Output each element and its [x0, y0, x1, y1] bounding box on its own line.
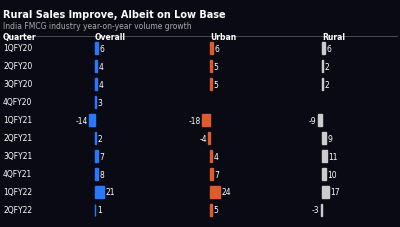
Text: Urban: Urban	[210, 33, 236, 42]
Bar	[95, 79, 97, 90]
Bar	[95, 43, 98, 54]
Text: 3QFY20: 3QFY20	[3, 80, 32, 89]
Bar	[95, 133, 96, 144]
Text: 10: 10	[328, 170, 337, 179]
Text: 3QFY21: 3QFY21	[3, 152, 32, 161]
Text: 3: 3	[98, 98, 103, 107]
Bar	[322, 151, 327, 162]
Text: 4QFY20: 4QFY20	[3, 98, 32, 107]
Text: Quarter: Quarter	[3, 33, 37, 42]
Bar	[210, 79, 212, 90]
Text: -9: -9	[309, 116, 317, 125]
Text: Rural: Rural	[322, 33, 345, 42]
Text: 1QFY21: 1QFY21	[3, 116, 32, 125]
Bar	[318, 115, 322, 126]
Text: 5: 5	[214, 62, 218, 71]
Text: 5: 5	[214, 206, 218, 215]
Bar	[210, 61, 212, 72]
Text: India FMCG industry year-on-year volume growth: India FMCG industry year-on-year volume …	[3, 22, 192, 31]
Text: Rural Sales Improve, Albeit on Low Base: Rural Sales Improve, Albeit on Low Base	[3, 10, 226, 20]
Bar	[95, 97, 96, 108]
Bar	[210, 205, 212, 216]
Bar	[322, 133, 326, 144]
Text: -18: -18	[189, 116, 201, 125]
Bar	[321, 205, 322, 216]
Text: 7: 7	[214, 170, 219, 179]
Text: 17: 17	[331, 188, 340, 197]
Bar	[210, 151, 212, 162]
Bar	[322, 169, 326, 180]
Bar	[89, 115, 95, 126]
Text: 9: 9	[327, 134, 332, 143]
Text: 24: 24	[222, 188, 231, 197]
Bar	[210, 43, 212, 54]
Text: 2: 2	[324, 80, 329, 89]
Bar	[322, 79, 323, 90]
Bar	[95, 205, 96, 216]
Bar	[322, 61, 323, 72]
Text: Overall: Overall	[95, 33, 126, 42]
Bar	[95, 169, 98, 180]
Text: 2: 2	[324, 62, 329, 71]
Text: 1QFY20: 1QFY20	[3, 44, 32, 53]
Bar	[322, 43, 324, 54]
Bar	[208, 133, 210, 144]
Text: 2QFY20: 2QFY20	[3, 62, 32, 71]
Text: 2: 2	[97, 134, 102, 143]
Text: -14: -14	[75, 116, 88, 125]
Text: 1: 1	[97, 206, 102, 215]
Text: 6: 6	[214, 44, 219, 53]
Text: 4: 4	[98, 80, 103, 89]
Text: 4QFY21: 4QFY21	[3, 170, 32, 179]
Text: 4: 4	[213, 152, 218, 161]
Text: 2QFY22: 2QFY22	[3, 206, 32, 215]
Text: 6: 6	[99, 44, 104, 53]
Bar	[202, 115, 210, 126]
Text: 11: 11	[328, 152, 338, 161]
Bar	[95, 187, 104, 198]
Text: 21: 21	[105, 188, 115, 197]
Text: 4: 4	[98, 62, 103, 71]
Text: 6: 6	[326, 44, 331, 53]
Text: 1QFY22: 1QFY22	[3, 188, 32, 197]
Text: 7: 7	[100, 152, 104, 161]
Bar	[210, 169, 213, 180]
Text: -3: -3	[312, 206, 319, 215]
Text: 8: 8	[100, 170, 105, 179]
Bar	[95, 151, 98, 162]
Text: 2QFY21: 2QFY21	[3, 134, 32, 143]
Bar	[322, 187, 329, 198]
Bar	[95, 61, 97, 72]
Text: -4: -4	[199, 134, 207, 143]
Text: 5: 5	[214, 80, 218, 89]
Bar	[210, 187, 220, 198]
